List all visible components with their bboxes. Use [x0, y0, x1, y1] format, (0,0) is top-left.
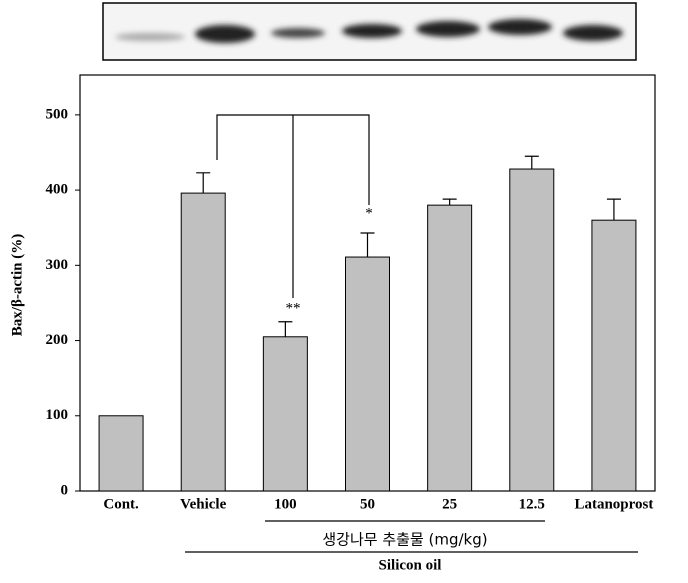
group-label: Silicon oil	[379, 557, 442, 573]
annotation: *	[365, 205, 373, 221]
x-tick-label: 12.5	[519, 496, 545, 512]
y-tick-label: 500	[46, 106, 69, 122]
y-tick-label: 200	[46, 332, 69, 348]
x-tick-label: Cont.	[103, 496, 139, 512]
bar	[98, 415, 144, 492]
significance-bracket	[216, 114, 370, 298]
bar	[509, 168, 555, 492]
x-tick-label: 25	[442, 496, 457, 512]
x-tick-label: Latanoprost	[574, 496, 653, 512]
error-bar	[278, 321, 293, 337]
annotation: **	[286, 300, 301, 316]
y-axis-label: Bax/β-actin (%)	[9, 234, 25, 336]
error-bar	[360, 232, 375, 258]
western-blot	[102, 2, 637, 61]
bar	[262, 336, 308, 492]
error-bar	[442, 198, 457, 206]
bar	[345, 256, 390, 492]
y-tick-label: 300	[46, 257, 69, 273]
error-bar	[524, 155, 539, 170]
y-tick-label: 0	[61, 482, 69, 498]
bar	[180, 192, 226, 492]
x-tick-label: 100	[274, 496, 297, 512]
x-tick-label: Vehicle	[180, 496, 226, 512]
y-tick-label: 100	[46, 407, 69, 423]
group-label: 생강나무 추출물 (mg/kg)	[322, 531, 487, 549]
y-tick-label: 400	[46, 182, 69, 198]
error-bar	[606, 198, 621, 221]
error-bar	[196, 172, 211, 194]
bar	[427, 204, 473, 492]
bar	[591, 219, 637, 492]
x-tick-label: 50	[360, 496, 375, 512]
